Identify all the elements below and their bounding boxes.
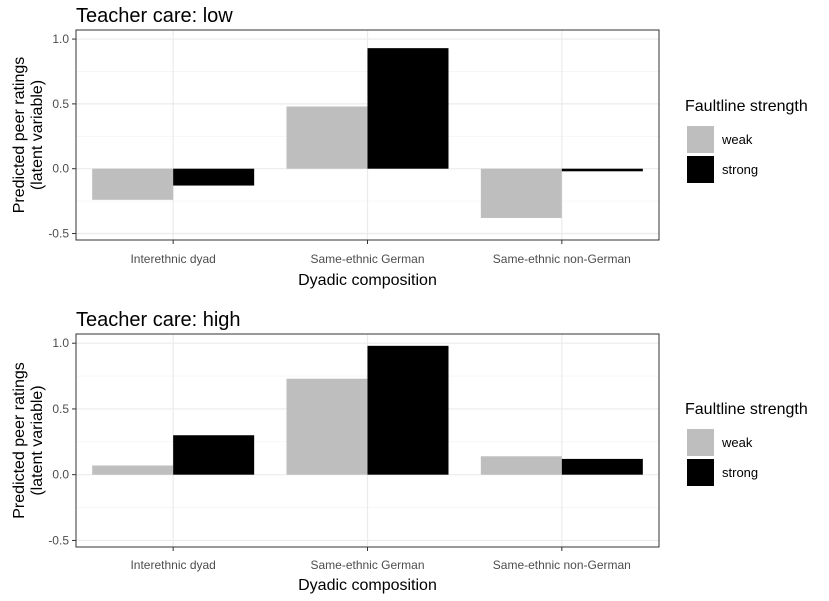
bar-strong-1 — [173, 435, 255, 475]
panel-title: Teacher care: low — [76, 5, 233, 27]
x-tick-label: Same-ethnic German — [310, 252, 424, 266]
legend-key-strong — [687, 156, 714, 183]
y-tick-label: -0.5 — [48, 227, 69, 241]
bar-strong-2 — [367, 345, 449, 475]
panel-2: Teacher care: high -0.5 0.0 0.5 1.0 Interethn… — [11, 309, 808, 594]
bar-strong-1 — [173, 168, 255, 186]
legend-label-strong: strong — [722, 162, 758, 177]
y-tick-label: 0.5 — [52, 402, 69, 416]
legend-label-strong: strong — [722, 465, 758, 480]
y-axis-label-line: (latent variable) — [29, 385, 46, 495]
panel-title: Teacher care: high — [76, 309, 241, 331]
y-tick-label: 0.0 — [52, 468, 69, 482]
legend-title: Faultline strength — [685, 401, 808, 418]
bar-weak-1 — [92, 168, 174, 200]
bar-weak-1 — [92, 465, 174, 475]
bar-weak-3 — [480, 168, 562, 218]
y-axis-label: Predicted peer ratings(latent variable) — [11, 362, 46, 519]
legend: Faultline strength weak strong — [685, 401, 808, 486]
bar-strong-3 — [561, 168, 643, 172]
bar-weak-3 — [480, 456, 562, 475]
legend-label-weak: weak — [721, 132, 753, 147]
legend-key-weak — [687, 126, 714, 153]
x-tick-label: Interethnic dyad — [130, 252, 215, 266]
x-tick-label: Same-ethnic non-German — [493, 252, 631, 266]
legend: Faultline strength weak strong — [685, 98, 808, 183]
bar-strong-2 — [367, 48, 449, 169]
x-axis-label: Dyadic composition — [298, 577, 437, 594]
y-tick-label: 1.0 — [52, 336, 69, 350]
x-tick-label: Interethnic dyad — [130, 558, 215, 572]
x-tick-label: Same-ethnic non-German — [493, 558, 631, 572]
legend-key-strong — [687, 459, 714, 486]
y-axis-label-line: (latent variable) — [29, 80, 46, 190]
legend-label-weak: weak — [721, 435, 753, 450]
y-axis-label: Predicted peer ratings(latent variable) — [11, 57, 46, 214]
legend-title: Faultline strength — [685, 98, 808, 115]
x-axis-label: Dyadic composition — [298, 272, 437, 289]
y-tick-label: 1.0 — [52, 32, 69, 46]
y-tick-label: -0.5 — [48, 533, 69, 547]
bar-strong-3 — [561, 458, 643, 475]
y-tick-label: 0.0 — [52, 162, 69, 176]
bar-weak-2 — [286, 106, 368, 169]
y-axis-label-line: Predicted peer ratings — [11, 362, 28, 519]
legend-key-weak — [687, 429, 714, 456]
x-tick-label: Same-ethnic German — [310, 558, 424, 572]
y-axis-label-line: Predicted peer ratings — [11, 57, 28, 214]
y-tick-label: 0.5 — [52, 97, 69, 111]
bar-weak-2 — [286, 378, 368, 475]
panel-1: Teacher care: low -0.5 0.0 0.5 1.0 Interethni… — [11, 5, 808, 289]
